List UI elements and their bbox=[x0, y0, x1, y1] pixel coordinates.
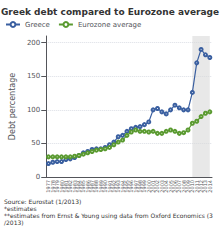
svg-text:1993: 1993 bbox=[115, 180, 122, 193]
svg-text:1983: 1983 bbox=[71, 180, 78, 193]
svg-text:0: 0 bbox=[36, 173, 40, 181]
svg-text:2004: 2004 bbox=[163, 180, 170, 193]
svg-text:1996: 1996 bbox=[128, 180, 135, 193]
svg-text:1999: 1999 bbox=[141, 180, 148, 193]
svg-text:2005: 2005 bbox=[167, 180, 174, 193]
svg-text:/2013): /2013) bbox=[4, 219, 24, 226]
svg-text:Greece: Greece bbox=[25, 21, 50, 29]
svg-text:Eurozone average: Eurozone average bbox=[78, 21, 141, 29]
svg-text:2006: 2006 bbox=[171, 180, 178, 193]
svg-text:*estimates: *estimates bbox=[4, 205, 37, 212]
svg-text:1995: 1995 bbox=[123, 180, 130, 193]
svg-text:2010: 2010 bbox=[189, 180, 196, 193]
svg-text:1980: 1980 bbox=[58, 180, 65, 193]
svg-text:2007: 2007 bbox=[176, 180, 183, 193]
svg-text:1981: 1981 bbox=[62, 180, 69, 193]
svg-text:2012: 2012 bbox=[198, 180, 205, 193]
svg-text:2008: 2008 bbox=[180, 180, 187, 193]
svg-text:Greek debt compared to Eurozon: Greek debt compared to Eurozone average bbox=[1, 7, 219, 17]
svg-text:1988: 1988 bbox=[93, 180, 100, 193]
svg-text:1989: 1989 bbox=[97, 180, 104, 193]
svg-text:1994: 1994 bbox=[119, 180, 126, 193]
svg-text:1998: 1998 bbox=[137, 180, 143, 193]
svg-text:1991: 1991 bbox=[106, 180, 113, 193]
svg-text:1979: 1979 bbox=[54, 180, 61, 193]
svg-text:1985: 1985 bbox=[80, 180, 87, 193]
svg-text:2003: 2003 bbox=[158, 180, 165, 193]
svg-text:1977: 1977 bbox=[45, 180, 52, 193]
svg-text:Source: Eurostat (1/2013): Source: Eurostat (1/2013) bbox=[4, 198, 81, 205]
svg-text:1984: 1984 bbox=[76, 180, 82, 193]
svg-text:2013: 2013 bbox=[202, 180, 209, 193]
svg-text:1986: 1986 bbox=[84, 180, 91, 193]
svg-text:200: 200 bbox=[27, 39, 40, 47]
svg-text:2001: 2001 bbox=[150, 180, 157, 193]
svg-text:2014: 2014 bbox=[207, 180, 213, 193]
svg-text:Debt percentage: Debt percentage bbox=[8, 73, 17, 140]
svg-text:2011: 2011 bbox=[193, 180, 200, 193]
svg-text:2009: 2009 bbox=[185, 180, 191, 193]
svg-text:1982: 1982 bbox=[67, 180, 74, 193]
svg-text:1992: 1992 bbox=[110, 180, 117, 193]
svg-text:1978: 1978 bbox=[49, 180, 56, 193]
svg-text:100: 100 bbox=[27, 106, 40, 114]
svg-text:1990: 1990 bbox=[102, 180, 109, 193]
svg-text:**estimates from Ernst & Young: **estimates from Ernst & Young using dat… bbox=[4, 212, 213, 220]
svg-text:2000: 2000 bbox=[145, 180, 152, 193]
svg-text:50: 50 bbox=[31, 139, 40, 147]
svg-text:1997: 1997 bbox=[132, 180, 139, 193]
svg-text:1987: 1987 bbox=[89, 180, 96, 193]
svg-text:150: 150 bbox=[27, 72, 40, 80]
svg-text:2002: 2002 bbox=[154, 180, 161, 193]
